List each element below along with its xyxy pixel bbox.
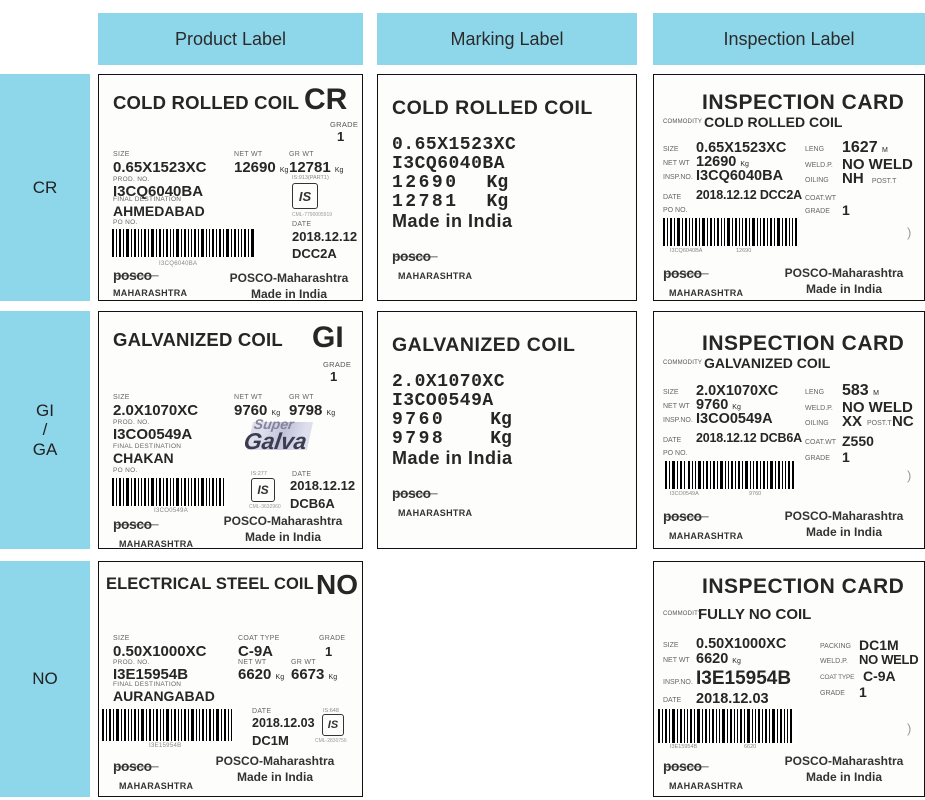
svg-text:posco: posco (663, 509, 702, 524)
svg-text:posco: posco (392, 249, 431, 264)
svg-text:posco: posco (113, 268, 152, 283)
svg-text:posco: posco (663, 759, 702, 774)
svg-text:posco: posco (392, 486, 431, 501)
svg-text:posco: posco (113, 517, 152, 532)
svg-text:posco: posco (113, 759, 152, 774)
svg-text:posco: posco (663, 266, 702, 281)
